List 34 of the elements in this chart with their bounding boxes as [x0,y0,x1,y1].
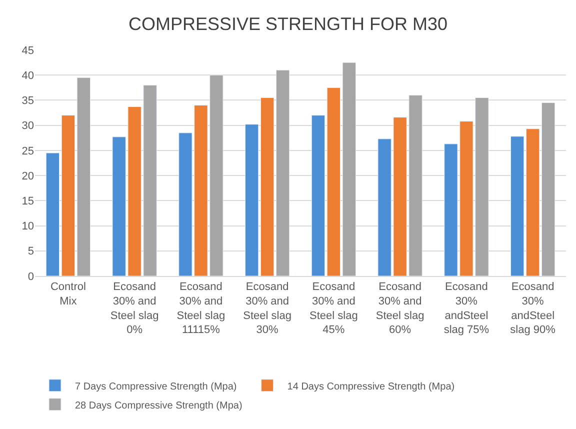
bar [510,136,524,276]
bar [260,97,274,276]
legend-label: 28 Days Compressive Strength (Mpa) [75,400,242,412]
x-tick-label: Ecosand 30% and Steel slag 0% [110,281,159,336]
bar [61,115,76,276]
bar [311,115,326,276]
y-tick-label: 15 [22,196,34,208]
x-tick-label: Ecosand 30% and Steel slag 45% [310,281,358,336]
y-tick-label: 5 [28,246,34,258]
x-tick-label: Ecosand 30% and Steel slag 60% [376,281,424,336]
x-tick-label: Ecosand 30% andSteel slag 90% [510,281,556,336]
y-tick-label: 10 [22,220,34,233]
bar [244,124,259,276]
bar [46,152,60,276]
legend-label: 7 Days Compressive Strength (Mpa) [75,381,237,392]
x-tick-label: Ecosand 30% and Steel slag 11115% [176,281,226,336]
bar [342,62,356,276]
x-tick-label: Ecosand 30% andSteel slag 75% [444,281,490,336]
y-tick-label: 45 [22,44,34,57]
x-tick-label: Control Mix [50,281,86,308]
legend-label: 14 Days Compressive Strength (Mpa) [287,381,455,392]
y-tick-label: 40 [22,70,34,82]
y-tick-label: 35 [22,95,34,108]
y-tick-label: 25 [22,145,34,158]
bar [276,70,290,276]
y-tick-label: 0 [28,270,34,283]
chart-title: COMPRESSIVE STRENGTH FOR M30 [128,14,448,34]
y-tick-label: 20 [22,170,34,182]
x-tick-label: Ecosand 30% and Steel slag 30% [243,281,292,336]
bar [526,128,540,276]
bar [326,87,341,276]
bar [541,102,556,276]
y-tick-label: 30 [22,120,34,132]
bar [76,77,91,276]
